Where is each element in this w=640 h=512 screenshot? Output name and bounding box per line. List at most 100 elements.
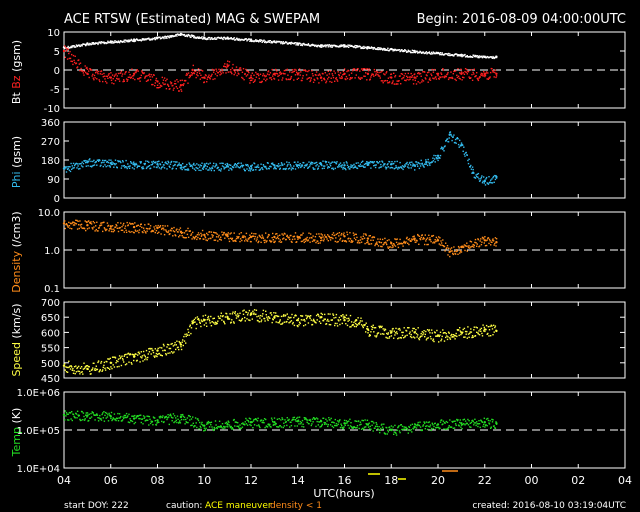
data-point-speed xyxy=(328,320,330,322)
data-point-density xyxy=(220,239,222,241)
data-point-temp xyxy=(225,425,227,428)
data-point-bz xyxy=(452,73,454,75)
data-point-phi xyxy=(349,166,352,168)
data-point-density xyxy=(432,234,435,237)
data-point-density xyxy=(107,224,110,227)
data-point-temp xyxy=(354,420,356,422)
data-point-phi xyxy=(327,167,329,169)
data-point-speed xyxy=(161,355,163,357)
data-point-speed xyxy=(93,369,96,371)
data-point-bz xyxy=(436,72,440,76)
data-point-density xyxy=(109,225,113,228)
data-point-phi xyxy=(329,165,332,167)
data-point-temp xyxy=(379,431,381,434)
data-point-speed xyxy=(148,348,150,350)
data-point-bt xyxy=(329,44,332,47)
data-point-density xyxy=(363,233,365,235)
data-point-phi xyxy=(65,167,67,169)
data-point-bz xyxy=(318,82,320,84)
data-point-density xyxy=(390,242,393,245)
data-point-speed xyxy=(91,368,93,371)
data-point-bz xyxy=(293,70,296,72)
data-point-phi xyxy=(457,138,459,140)
data-point-temp xyxy=(119,417,121,419)
data-point-temp xyxy=(428,425,430,428)
data-point-speed xyxy=(97,361,99,364)
data-point-density xyxy=(395,238,397,241)
data-point-density xyxy=(133,232,135,234)
data-point-speed xyxy=(222,315,224,317)
data-point-temp xyxy=(158,421,160,423)
data-point-density xyxy=(140,223,142,225)
data-point-density xyxy=(208,231,211,233)
data-point-bt xyxy=(316,46,318,48)
data-point-phi xyxy=(448,133,451,136)
data-point-density xyxy=(130,223,132,225)
data-point-bt xyxy=(360,46,363,49)
data-point-density xyxy=(161,228,163,230)
data-point-temp xyxy=(96,413,98,415)
data-point-bz xyxy=(292,71,294,73)
data-point-speed xyxy=(109,357,111,360)
data-point-bz xyxy=(132,72,136,76)
data-point-density xyxy=(151,229,154,232)
data-point-speed xyxy=(289,321,291,323)
data-point-density xyxy=(341,232,343,235)
data-point-temp xyxy=(368,422,370,424)
data-point-density xyxy=(172,235,174,237)
data-point-density xyxy=(149,227,151,229)
data-point-phi xyxy=(89,165,92,167)
data-point-bz xyxy=(172,89,175,91)
data-point-phi xyxy=(444,145,446,147)
data-point-bt xyxy=(379,48,381,51)
data-point-bt xyxy=(475,56,477,58)
data-point-temp xyxy=(171,420,173,422)
data-point-density xyxy=(173,226,175,229)
data-point-phi xyxy=(204,164,207,167)
data-point-temp xyxy=(139,418,141,420)
data-point-bt xyxy=(81,45,83,47)
y-tick-label: 1.0 xyxy=(44,246,60,257)
data-point-phi xyxy=(226,162,228,165)
data-point-temp xyxy=(197,418,199,420)
data-point-density xyxy=(157,224,159,227)
data-point-temp xyxy=(252,420,255,422)
data-point-temp xyxy=(203,430,205,432)
data-point-bt xyxy=(368,46,370,48)
data-point-density xyxy=(402,245,404,247)
data-point-phi xyxy=(199,164,201,166)
data-point-speed xyxy=(367,332,369,334)
data-point-density xyxy=(256,238,258,240)
data-point-density xyxy=(491,239,494,241)
data-point-bz xyxy=(161,76,163,79)
data-point-speed xyxy=(310,315,312,317)
data-point-temp xyxy=(94,419,96,421)
data-point-bz xyxy=(208,74,210,76)
data-point-phi xyxy=(86,160,89,164)
data-point-temp xyxy=(316,420,318,423)
data-point-speed xyxy=(80,371,82,373)
data-point-temp xyxy=(104,411,107,414)
data-point-phi xyxy=(106,160,109,163)
data-point-bz xyxy=(380,80,383,82)
data-point-temp xyxy=(156,419,159,422)
data-point-speed xyxy=(388,336,391,338)
data-point-speed xyxy=(352,324,355,326)
data-point-bz xyxy=(224,66,227,68)
data-point-bz xyxy=(465,71,467,73)
data-point-speed xyxy=(466,337,468,339)
data-point-bz xyxy=(400,73,402,75)
data-point-bt xyxy=(235,39,237,41)
data-point-speed xyxy=(390,335,393,337)
data-point-bz xyxy=(295,69,297,71)
data-point-bz xyxy=(93,74,96,77)
data-point-density xyxy=(394,238,396,240)
data-point-bz xyxy=(110,72,112,74)
data-point-speed xyxy=(385,336,387,339)
data-point-density xyxy=(216,233,218,235)
data-point-bz xyxy=(145,80,148,82)
data-point-temp xyxy=(180,418,183,421)
data-point-bz xyxy=(433,68,436,71)
data-point-bt xyxy=(193,36,195,39)
data-point-bt xyxy=(120,40,122,42)
